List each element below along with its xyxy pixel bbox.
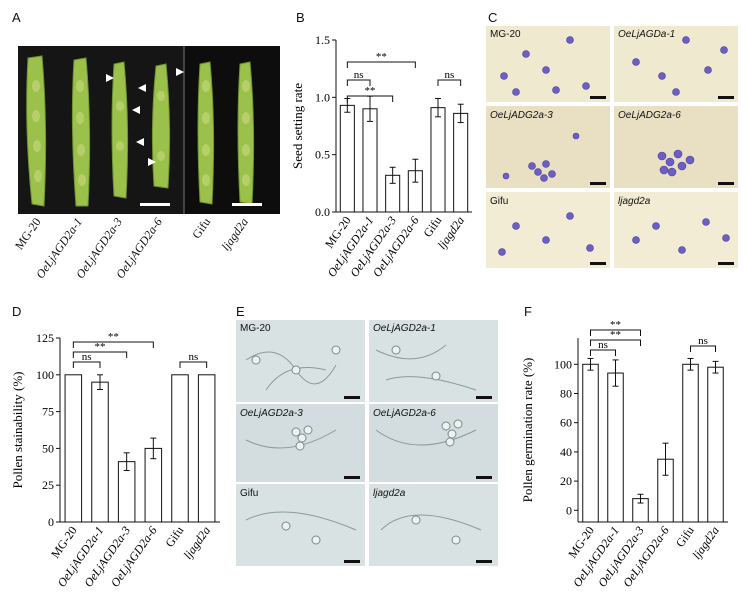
bar: [144, 447, 163, 523]
sig-label: **: [95, 341, 106, 353]
panel-label-b: B: [296, 10, 305, 25]
bar: [197, 374, 216, 523]
scale-bar: [590, 182, 606, 185]
genotype-label: MG-20: [11, 215, 44, 253]
sig-bracket: [437, 79, 462, 86]
sig-bracket: [590, 329, 641, 336]
y-tick-label: 40: [560, 445, 572, 459]
y-axis-label: Pollen germination rate (%): [520, 358, 535, 503]
bar: [582, 363, 599, 523]
y-tick-label: 0.5: [315, 148, 330, 162]
scale-bar: [718, 182, 734, 185]
sig-label: **: [610, 329, 621, 341]
sig-bracket: [346, 79, 371, 86]
pollen-stain-grid: MG-20 OeLjAGDa-1 OeLjADG2a-3 OeLjADG2a-6…: [486, 26, 738, 268]
panel-label-e: E: [236, 304, 245, 319]
sig-label: ns: [188, 351, 198, 363]
sig-bracket: [72, 351, 128, 358]
y-tick-label: 60: [560, 416, 572, 430]
y-tick-label: 75: [42, 405, 54, 419]
cell-label: ljagd2a: [618, 196, 651, 207]
bar: [362, 108, 378, 213]
sig-label: **: [376, 51, 387, 63]
sig-label: ns: [82, 351, 92, 363]
category-label: ljagd2a: [181, 524, 214, 562]
y-tick-label: 80: [560, 386, 572, 400]
cell-label: OeLjAGDa-1: [618, 29, 676, 40]
y-tick-label: 1.0: [315, 90, 330, 104]
y-axis-label: Seed setting rate: [290, 83, 305, 169]
pollen-germination-grid: MG-20 OeLjAGD2a-1 OeLjAGD2a-3 OeLjAGD2a-…: [236, 320, 498, 566]
bar: [430, 107, 446, 213]
pod-photo: [18, 46, 280, 214]
bar: [339, 104, 355, 213]
scale-bar: [476, 560, 492, 563]
sig-bracket: [346, 95, 394, 102]
y-tick-label: 50: [42, 441, 54, 455]
sig-label: **: [365, 85, 376, 97]
y-tick-label: 20: [560, 474, 572, 488]
y-tick-label: 125: [36, 331, 54, 345]
panel-label-a: A: [12, 10, 21, 25]
panel-label-f: F: [524, 304, 532, 319]
scale-bar: [344, 476, 360, 479]
sig-bracket: [590, 339, 641, 346]
scale-bar: [590, 262, 606, 265]
y-tick-label: 0: [48, 515, 54, 529]
category-label: ljagd2a: [689, 524, 722, 562]
scale-bar: [344, 396, 360, 399]
cell-label: ljagd2a: [373, 488, 406, 499]
category-label: Gifu: [162, 524, 186, 550]
bar: [682, 363, 699, 523]
sig-bracket: [179, 361, 208, 368]
scale-bar: [718, 262, 734, 265]
cell-label: OeLjAGD2a-1: [373, 323, 436, 334]
panel-label-c: C: [488, 10, 498, 25]
cell-label: Gifu: [490, 196, 509, 207]
bar: [607, 372, 624, 523]
y-tick-label: 0.0: [315, 205, 330, 219]
cell-label: OeLjAGD2a-3: [240, 408, 303, 419]
sig-bracket: [346, 61, 416, 68]
cell-label: MG-20: [240, 323, 271, 334]
sig-label: ns: [598, 339, 608, 351]
bar: [171, 374, 189, 523]
bar: [707, 366, 724, 523]
category-label: Gifu: [673, 524, 697, 550]
cell-label: MG-20: [490, 29, 521, 40]
bar: [453, 112, 469, 213]
y-axis-label: Pollen stainability (%): [10, 372, 25, 489]
sig-label: ns: [444, 69, 454, 81]
panel-label-d: D: [12, 304, 22, 319]
y-tick-label: 25: [42, 478, 54, 492]
scale-bar: [590, 96, 606, 99]
bar: [91, 381, 109, 523]
y-tick-label: 0: [566, 503, 572, 517]
y-tick-label: 1.5: [315, 33, 330, 47]
y-tick-label: 100: [36, 368, 54, 382]
cell-label: OeLjADG2a-6: [618, 110, 681, 121]
sig-bracket: [72, 361, 101, 368]
cell-label: Gifu: [240, 488, 259, 499]
scale-bar: [344, 560, 360, 563]
sig-bracket: [690, 345, 716, 352]
bar: [64, 374, 83, 523]
sig-bracket: [72, 341, 154, 348]
y-tick-label: 100: [554, 357, 572, 371]
scale-bar: [476, 396, 492, 399]
sig-label: ns: [698, 335, 708, 347]
cell-label: OeLjAGD2a-6: [373, 408, 436, 419]
sig-label: ns: [354, 69, 364, 81]
sig-label: **: [610, 319, 621, 331]
scale-bar: [718, 96, 734, 99]
sig-label: **: [108, 331, 119, 343]
cell-label: OeLjADG2a-3: [490, 110, 553, 121]
genotype-label: ljagd2a: [218, 215, 252, 254]
genotype-label: Gifu: [189, 215, 214, 242]
scale-bar: [476, 476, 492, 479]
sig-bracket: [590, 349, 616, 356]
